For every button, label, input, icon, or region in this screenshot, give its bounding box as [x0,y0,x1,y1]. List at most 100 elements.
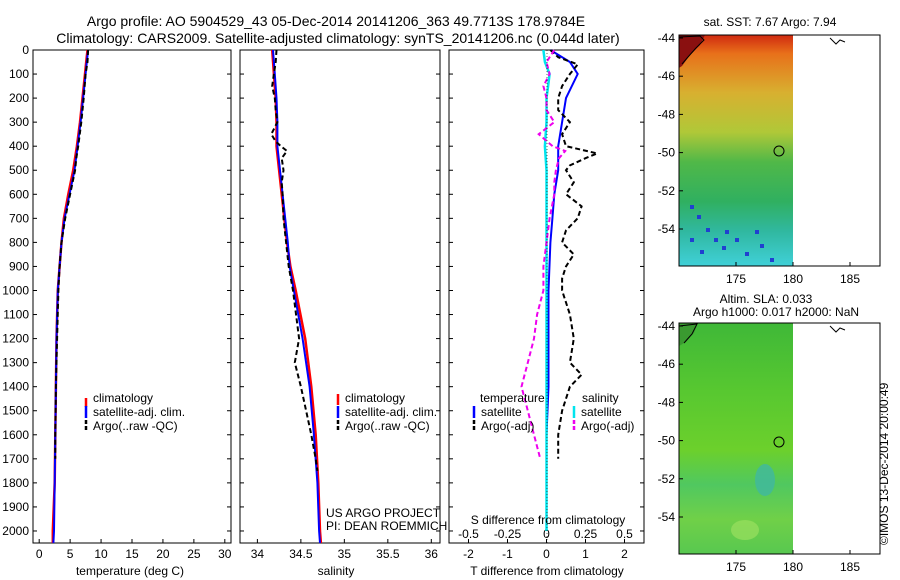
series-argo-line [270,49,319,472]
sla-map: Altim. SLA: 0.033 Argo h1000: 0.017 h200… [658,292,881,574]
sst-cold-pixel [700,250,704,254]
salinity-tick-label: 35 [338,547,352,561]
t-difference-tick-label: -2 [463,547,474,561]
depth-tick-label: 1900 [2,500,29,514]
sla-low-patch [755,464,775,496]
lat-tick-label: -54 [658,510,676,524]
lat-tick-label: -48 [658,395,676,409]
legend-label-satellite: satellite-adj. clim. [345,405,437,419]
temperature-plot-frame [32,49,232,544]
argo-position-marker [773,436,785,448]
t-difference-tick-label: 0 [543,547,550,561]
lon-tick-label: 175 [726,272,746,286]
depth-tick-label: 1100 [3,308,29,322]
sst-cold-pixel [755,230,759,234]
legend-title-temperature: temperature [480,391,545,405]
sst-lon-axis: 175 180 185 [726,262,860,286]
lat-tick-label: -50 [658,146,676,160]
sst-lat-axis: -44 -46 -48 -50 -52 -54 [658,31,683,236]
depth-tick-label: 1200 [2,332,29,346]
lat-tick-label: -48 [658,107,676,121]
lat-tick-label: -52 [658,184,676,198]
lon-tick-label: 175 [726,560,746,574]
sla-lat-axis: -44 -46 -48 -50 -52 -54 [658,319,683,524]
sst-cold-pixel [735,238,739,242]
depth-tick-label: 900 [9,259,29,273]
sla-map-title-line1: Altim. SLA: 0.033 [720,292,813,306]
temperature-series [51,49,90,544]
lon-tick-label: 185 [840,560,860,574]
s-difference-tick-label: -0.25 [494,527,522,541]
legend-label-argo: Argo(..raw -QC) [93,419,178,433]
s-difference-tick-label: -0.5 [458,527,479,541]
sla-coast-patch [679,323,698,346]
depth-tick-label: 100 [9,67,29,81]
lon-tick-label: 180 [783,560,803,574]
lat-tick-label: -44 [658,31,676,45]
sst-cold-pixel [714,238,718,242]
series-sal-satellite-line [542,49,551,531]
temperature-tick-label: 10 [94,547,108,561]
sst-cold-pixel [770,258,774,262]
sst-cold-pixel [706,228,710,232]
salinity-axis: 34 34.5 35 35.5 36 [251,539,438,561]
temperature-tick-label: 30 [218,547,232,561]
lat-tick-label: -54 [658,222,676,236]
sst-cold-pixel [697,215,701,219]
salinity-tick-label: 35.5 [376,547,400,561]
t-difference-tick-label: 2 [621,547,628,561]
sla-high-patch [731,520,759,540]
depth-tick-label: 300 [9,115,29,129]
temperature-panel: 0100200300400500600700800900100011001200… [2,43,232,578]
depth-tick-label: 600 [9,187,29,201]
lon-tick-label: 180 [783,272,803,286]
depth-axis: 0 100 200 300 400 500 600 700 800 900 1000 1100 1200… [2,43,231,538]
salinity-tick-label: 34.5 [289,547,313,561]
depth-tick-label: 0 [22,43,29,57]
difference-panel: -2 -1 0 1 2 -0.5 -0.25 0 0.25 0.5 S difference f… [448,49,645,578]
pi-note: PI: DEAN ROEMMICH [326,519,447,533]
legend-title-salinity: salinity [582,391,619,405]
chatham-island [829,37,846,45]
difference-depth-ticks [449,49,644,532]
s-difference-tick-label: 0 [543,527,550,541]
legend-label-satellite: satellite-adj. clim. [93,405,185,419]
salinity-xlabel: salinity [318,564,355,578]
legend-label-temp-argo: Argo(-adj) [481,419,534,433]
temperature-axis: 0 5 10 15 20 25 30 [36,539,232,561]
sst-map: sat. SST: 7.67 Argo: 7.94 [658,15,881,286]
legend-label-argo: Argo(..raw -QC) [345,419,430,433]
imos-stamp: ©IMOS 13-Dec-2014 20:00:49 [877,382,891,545]
s-difference-axis: -0.5 -0.25 0 0.25 0.5 [458,527,633,543]
legend-label-sal-satellite: satellite [581,405,622,419]
coastline [678,323,698,344]
sla-lon-axis: 175 180 185 [726,550,860,574]
lat-tick-label: -46 [658,69,676,83]
difference-legend: temperature satellite Argo(-adj) salinit… [472,391,634,433]
sst-field [679,35,793,266]
depth-tick-label: 800 [9,235,29,249]
coastline [678,35,705,65]
project-note: US ARGO PROJECT [326,506,441,520]
depth-tick-label: 400 [9,139,29,153]
depth-tick-label: 200 [9,91,29,105]
depth-tick-label: 500 [9,163,29,177]
temperature-tick-label: 25 [187,547,201,561]
t-difference-xlabel: T difference from climatology [470,564,624,578]
sla-map-title-line2: Argo h1000: 0.017 h2000: NaN [693,305,859,319]
legend-label-sal-argo: Argo(-adj) [581,419,634,433]
salinity-depth-ticks [240,49,440,532]
temperature-tick-label: 15 [125,547,139,561]
series-temp-argo-line [549,49,601,459]
depth-tick-label: 1400 [2,380,29,394]
sst-map-frame [678,34,881,267]
chatham-island [829,325,846,333]
depth-tick-label: 1700 [2,452,29,466]
series-argo-line [54,49,90,459]
lat-tick-label: -46 [658,357,676,371]
sst-cold-pixel [725,230,729,234]
salinity-legend: climatology satellite-adj. clim. Argo(..… [336,391,437,433]
s-difference-label: S difference from climatology [471,513,626,527]
temperature-xlabel: temperature (deg C) [76,564,184,578]
